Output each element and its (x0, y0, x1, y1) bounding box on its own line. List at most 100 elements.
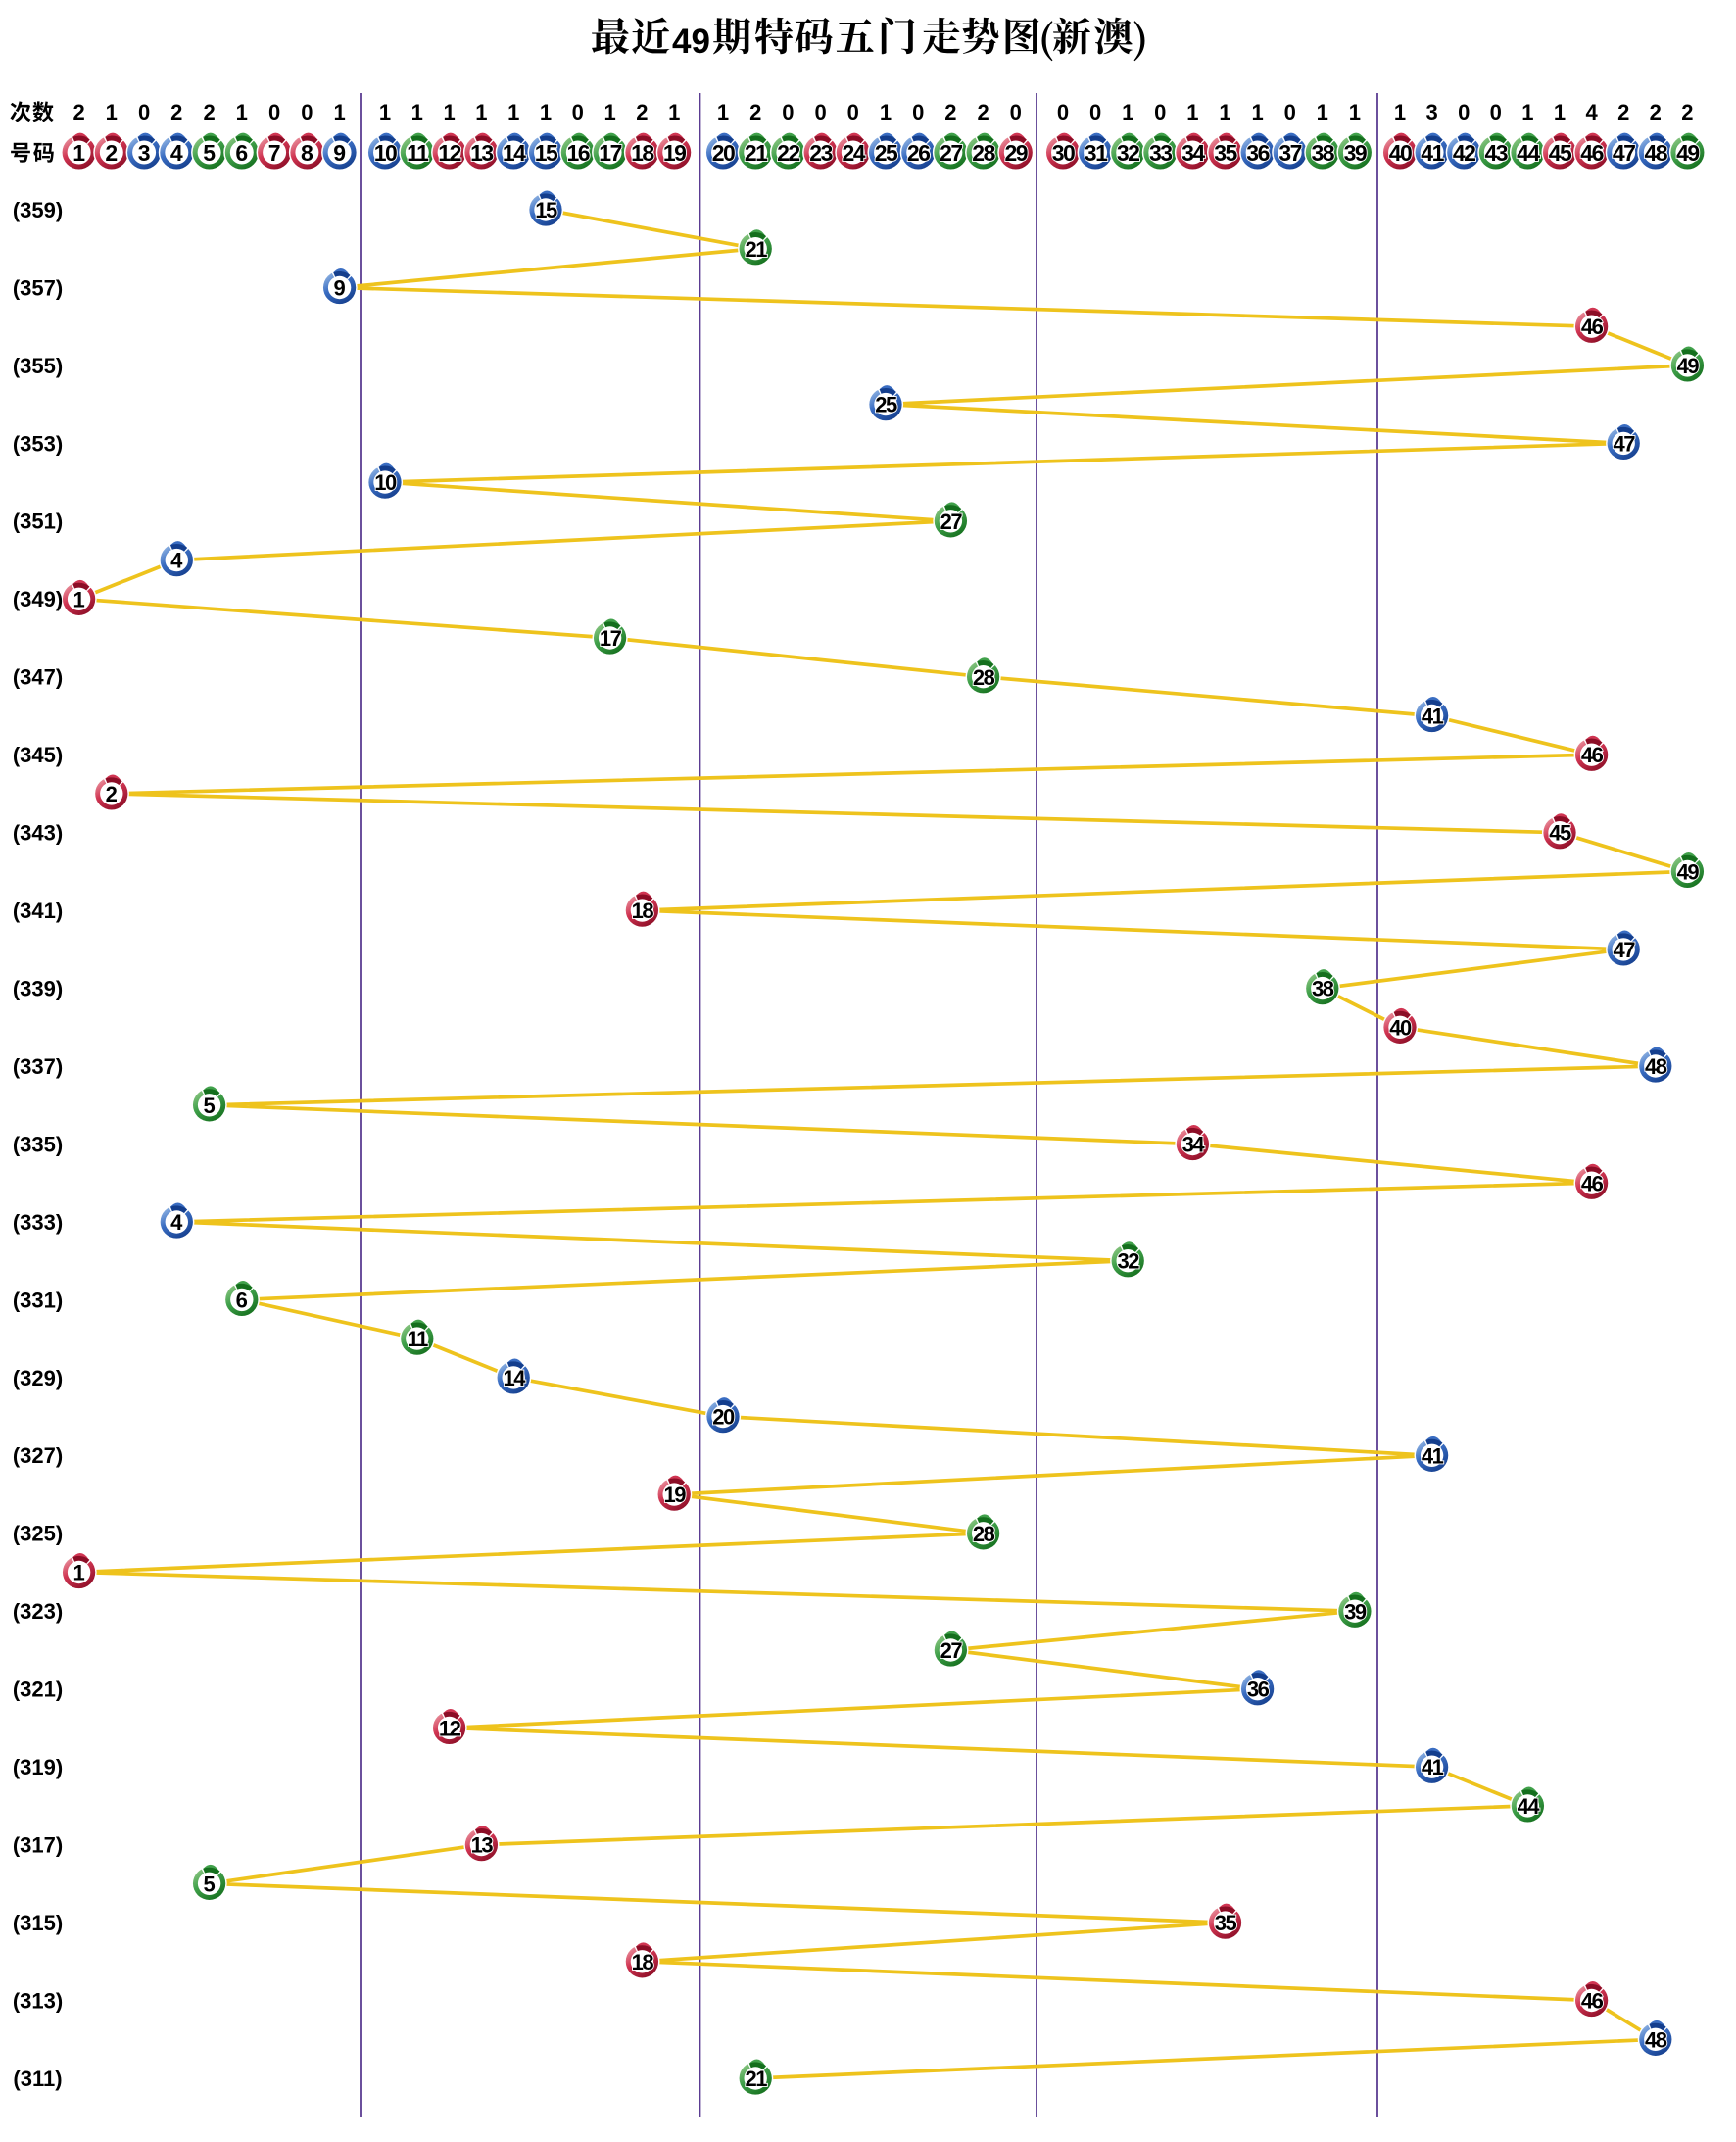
svg-text:0: 0 (1010, 100, 1022, 124)
svg-text:7: 7 (268, 140, 281, 166)
svg-text:4: 4 (170, 549, 183, 573)
svg-text:13: 13 (470, 140, 493, 166)
svg-text:(343): (343) (13, 821, 63, 846)
svg-text:49: 49 (1676, 140, 1699, 166)
svg-text:48: 48 (1645, 1054, 1667, 1079)
svg-text:24: 24 (843, 140, 866, 166)
svg-text:1: 1 (603, 100, 615, 124)
svg-text:25: 25 (875, 393, 897, 417)
svg-text:1: 1 (1394, 100, 1406, 124)
svg-text:(337): (337) (13, 1054, 63, 1079)
svg-text:2: 2 (170, 100, 182, 124)
svg-text:23: 23 (809, 140, 832, 166)
svg-text:0: 0 (268, 100, 280, 124)
svg-text:0: 0 (1490, 100, 1502, 124)
svg-text:21: 21 (745, 140, 768, 166)
svg-text:(357): (357) (13, 275, 63, 300)
svg-text:2: 2 (636, 100, 648, 124)
svg-text:0: 0 (847, 100, 859, 124)
svg-text:46: 46 (1580, 140, 1603, 166)
svg-text:36: 36 (1246, 140, 1269, 166)
svg-text:38: 38 (1312, 140, 1335, 166)
svg-text:42: 42 (1453, 140, 1475, 166)
svg-text:4: 4 (170, 1210, 183, 1235)
svg-text:48: 48 (1645, 2027, 1667, 2052)
svg-text:16: 16 (567, 140, 590, 166)
svg-text:1: 1 (1122, 100, 1133, 124)
svg-text:1: 1 (1251, 100, 1263, 124)
svg-text:35: 35 (1215, 1911, 1237, 1935)
svg-text:41: 41 (1421, 140, 1444, 166)
svg-text:22: 22 (777, 140, 799, 166)
svg-text:(327): (327) (13, 1443, 63, 1468)
svg-text:1: 1 (106, 100, 118, 124)
svg-text:0: 0 (782, 100, 794, 124)
svg-text:10: 10 (374, 140, 397, 166)
svg-text:(335): (335) (13, 1132, 63, 1156)
svg-text:44: 44 (1518, 1794, 1541, 1819)
svg-text:27: 27 (940, 1638, 963, 1663)
svg-text:15: 15 (535, 140, 558, 166)
svg-text:2: 2 (977, 100, 989, 124)
svg-text:39: 39 (1344, 1599, 1367, 1624)
svg-text:2: 2 (1681, 100, 1693, 124)
svg-text:2: 2 (1650, 100, 1662, 124)
svg-text:38: 38 (1312, 977, 1334, 1001)
svg-text:1: 1 (507, 100, 519, 124)
svg-text:30: 30 (1052, 140, 1075, 166)
svg-text:37: 37 (1278, 140, 1301, 166)
svg-text:48: 48 (1645, 140, 1668, 166)
svg-text:18: 18 (631, 140, 654, 166)
svg-text:0: 0 (1154, 100, 1166, 124)
svg-text:2: 2 (203, 100, 215, 124)
svg-text:28: 28 (973, 665, 995, 690)
svg-text:5: 5 (203, 1872, 215, 1896)
svg-text:46: 46 (1581, 1171, 1604, 1195)
svg-text:(323): (323) (13, 1599, 63, 1624)
svg-text:1: 1 (1521, 100, 1533, 124)
svg-text:2: 2 (944, 100, 956, 124)
svg-text:1: 1 (411, 100, 423, 124)
svg-text:25: 25 (875, 140, 898, 166)
svg-text:12: 12 (438, 140, 460, 166)
svg-text:0: 0 (912, 100, 924, 124)
svg-text:14: 14 (503, 140, 526, 166)
svg-text:(331): (331) (13, 1288, 63, 1312)
svg-text:39: 39 (1344, 140, 1367, 166)
svg-text:1: 1 (880, 100, 892, 124)
svg-text:40: 40 (1389, 140, 1412, 166)
svg-text:35: 35 (1214, 140, 1237, 166)
svg-text:14: 14 (503, 1366, 526, 1390)
svg-text:36: 36 (1247, 1678, 1270, 1702)
svg-text:1: 1 (475, 100, 487, 124)
svg-text:20: 20 (712, 140, 735, 166)
svg-text:(317): (317) (13, 1833, 63, 1858)
svg-text:1: 1 (236, 100, 248, 124)
svg-text:34: 34 (1181, 140, 1205, 166)
svg-text:1: 1 (717, 100, 729, 124)
svg-text:4: 4 (170, 140, 183, 166)
svg-text:47: 47 (1613, 431, 1635, 456)
svg-text:6: 6 (236, 1288, 248, 1312)
svg-text:(333): (333) (13, 1210, 63, 1235)
svg-text:(341): (341) (13, 899, 63, 923)
svg-text:41: 41 (1422, 705, 1444, 729)
svg-text:1: 1 (540, 100, 552, 124)
svg-text:(351): (351) (13, 510, 63, 534)
svg-text:3: 3 (138, 140, 151, 166)
svg-text:1: 1 (1186, 100, 1198, 124)
svg-text:46: 46 (1581, 1989, 1604, 2014)
svg-text:21: 21 (745, 237, 767, 262)
svg-text:(329): (329) (13, 1366, 63, 1390)
svg-text:19: 19 (663, 1483, 686, 1507)
svg-text:21: 21 (745, 2067, 767, 2091)
svg-text:29: 29 (1005, 140, 1028, 166)
svg-text:1: 1 (333, 100, 345, 124)
svg-text:1: 1 (668, 100, 680, 124)
svg-text:27: 27 (940, 140, 962, 166)
svg-text:44: 44 (1517, 140, 1540, 166)
svg-text:28: 28 (972, 140, 995, 166)
svg-text:(313): (313) (13, 1988, 63, 2013)
svg-text:49: 49 (1677, 859, 1700, 884)
svg-text:2: 2 (1617, 100, 1629, 124)
